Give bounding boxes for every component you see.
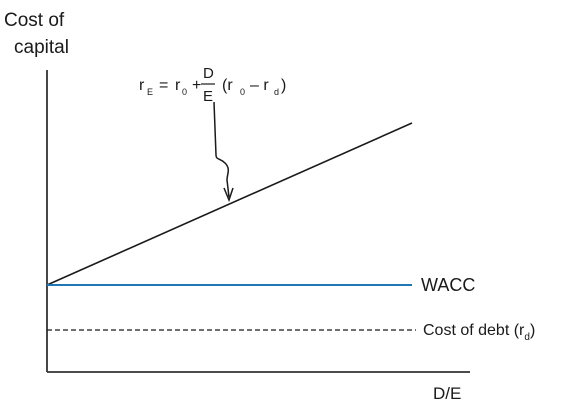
formula-equals: =	[159, 77, 168, 94]
y-axis-label-line-1: Cost of	[4, 10, 65, 31]
formula-pointer-arrow	[213, 101, 230, 198]
formula-paren-open: (r	[222, 77, 233, 94]
formula-paren-subscript-0: 0	[240, 87, 245, 97]
cost-of-debt-label-text: Cost of debt (r	[423, 322, 525, 339]
formula-fraction-numerator: D	[203, 65, 214, 82]
formula-fraction-denominator: E	[203, 88, 213, 105]
formula-minus: – r	[250, 77, 269, 94]
formula-paren-subscript-d: d	[274, 87, 279, 97]
formula-r0-subscript: 0	[182, 87, 187, 97]
cost-of-equity-formula: r E = r 0 + D E (r 0 – r d )	[139, 65, 286, 105]
wacc-label: WACC	[421, 275, 475, 295]
cost-of-debt-label: Cost of debt (rd)	[423, 322, 535, 343]
y-axis-label-line-2: capital	[14, 37, 69, 58]
formula-plus: +	[192, 77, 201, 94]
formula-pointer-arrowhead	[223, 187, 234, 203]
formula-r0: r	[175, 77, 181, 94]
formula-lhs: r	[139, 77, 145, 94]
formula-paren-close: )	[281, 77, 286, 94]
cost-of-debt-label-close: )	[530, 322, 535, 339]
cost-of-debt-label-subscript: d	[524, 332, 530, 343]
formula-lhs-subscript: E	[147, 87, 153, 97]
cost-of-equity-line	[46, 122, 413, 286]
x-axis-label: D/E	[433, 384, 461, 403]
